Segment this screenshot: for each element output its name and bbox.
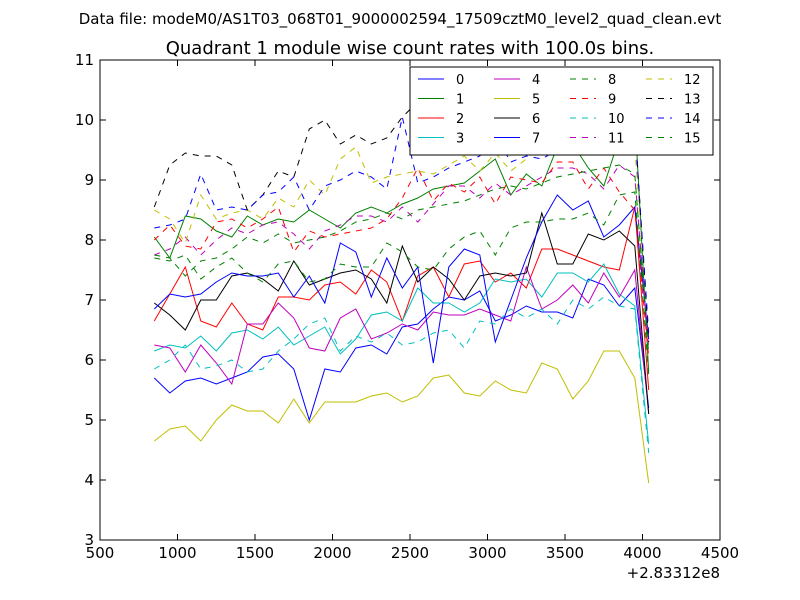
series-line-4 bbox=[154, 265, 650, 415]
x-tick-label: 2500 bbox=[391, 544, 429, 562]
x-tick-label: 4000 bbox=[623, 544, 661, 562]
legend-label-6: 6 bbox=[532, 112, 540, 127]
legend-box bbox=[409, 66, 714, 156]
series-line-7 bbox=[153, 194, 650, 364]
legend-label-11: 11 bbox=[608, 132, 625, 147]
legend-label-8: 8 bbox=[608, 73, 616, 88]
legend-label-12: 12 bbox=[684, 73, 701, 88]
chart-title: Quadrant 1 module wise count rates with … bbox=[166, 38, 655, 59]
series-line-2 bbox=[153, 206, 650, 391]
x-tick-label: 3500 bbox=[546, 544, 584, 562]
x-tick-label: 2000 bbox=[313, 544, 351, 562]
series-line-11 bbox=[154, 164, 650, 349]
x-tick-label: 3000 bbox=[468, 544, 506, 562]
x-offset-label: +2.83312e8 bbox=[627, 564, 720, 582]
series-line-12 bbox=[154, 115, 650, 337]
y-tick-label: 7 bbox=[84, 291, 94, 309]
y-tick-label: 4 bbox=[84, 471, 94, 489]
legend-label-3: 3 bbox=[456, 132, 464, 147]
y-tick-label: 6 bbox=[84, 351, 94, 369]
y-tick-label: 5 bbox=[84, 411, 94, 429]
series-line-10 bbox=[154, 296, 650, 454]
x-tick-label: 1500 bbox=[236, 544, 274, 562]
series-line-3 bbox=[154, 263, 650, 445]
legend-label-15: 15 bbox=[684, 132, 701, 147]
y-tick-label: 3 bbox=[84, 531, 94, 549]
series-line-8 bbox=[154, 191, 650, 376]
legend-label-13: 13 bbox=[684, 93, 701, 108]
x-tick-label: 4500 bbox=[701, 544, 739, 562]
series-line-0 bbox=[153, 278, 650, 422]
legend-label-7: 7 bbox=[532, 132, 540, 147]
legend-label-14: 14 bbox=[684, 112, 701, 127]
x-axis: 500 1000 1500 2000 2500 3000 3500 4000 4500 bbox=[86, 60, 739, 562]
x-tick-label: 500 bbox=[86, 544, 115, 562]
legend-label-1: 1 bbox=[456, 93, 464, 108]
y-tick-label: 10 bbox=[75, 111, 94, 129]
series-line-5 bbox=[153, 350, 650, 484]
legend-label-4: 4 bbox=[532, 73, 540, 88]
y-tick-label: 9 bbox=[84, 171, 94, 189]
legend-label-9: 9 bbox=[608, 93, 616, 108]
chart-suptitle: Data file: modeM0/AS1T03_068T01_90000025… bbox=[79, 10, 722, 29]
y-tick-label: 8 bbox=[84, 231, 94, 249]
series-line-6 bbox=[153, 211, 650, 415]
legend-label-2: 2 bbox=[456, 112, 464, 127]
series-line-15 bbox=[154, 164, 650, 355]
y-tick-label: 11 bbox=[75, 51, 94, 69]
x-tick-label: 1000 bbox=[158, 544, 196, 562]
legend-label-10: 10 bbox=[608, 112, 625, 127]
legend-label-0: 0 bbox=[456, 73, 464, 88]
legend-label-5: 5 bbox=[532, 93, 540, 108]
